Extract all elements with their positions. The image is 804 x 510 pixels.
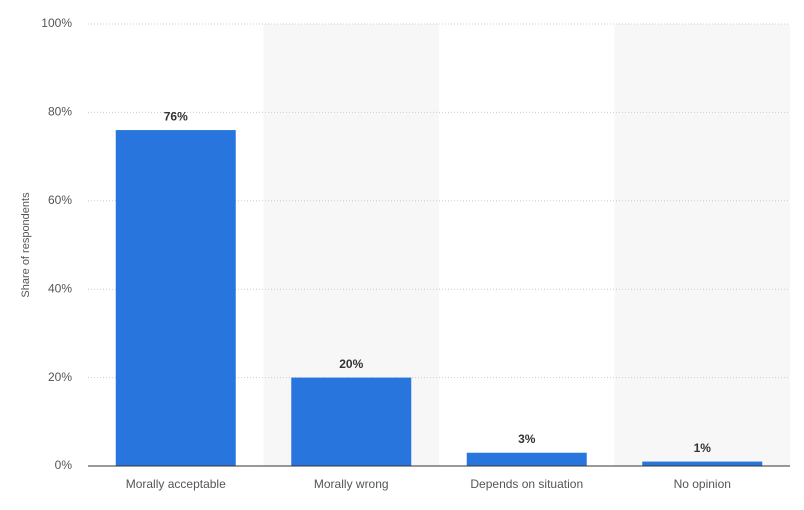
x-tick-label: Morally acceptable <box>126 477 226 491</box>
y-tick-label: 80% <box>48 105 72 119</box>
bar <box>642 461 763 466</box>
bar <box>291 377 412 466</box>
x-tick-label: Morally wrong <box>314 477 389 491</box>
y-axis-label: Share of respondents <box>20 192 32 298</box>
x-tick-label: No opinion <box>674 477 731 491</box>
value-label: 20% <box>339 357 363 371</box>
y-tick-label: 20% <box>48 370 72 384</box>
y-tick-label: 100% <box>41 16 72 30</box>
bar <box>466 452 587 466</box>
bar <box>115 130 236 466</box>
x-tick-label: Depends on situation <box>470 477 583 491</box>
value-label: 76% <box>164 109 188 123</box>
y-tick-label: 60% <box>48 193 72 207</box>
y-tick-label: 0% <box>55 458 73 472</box>
band-background <box>614 24 790 466</box>
y-tick-label: 40% <box>48 281 72 295</box>
value-label: 3% <box>518 432 536 446</box>
value-label: 1% <box>694 441 712 455</box>
